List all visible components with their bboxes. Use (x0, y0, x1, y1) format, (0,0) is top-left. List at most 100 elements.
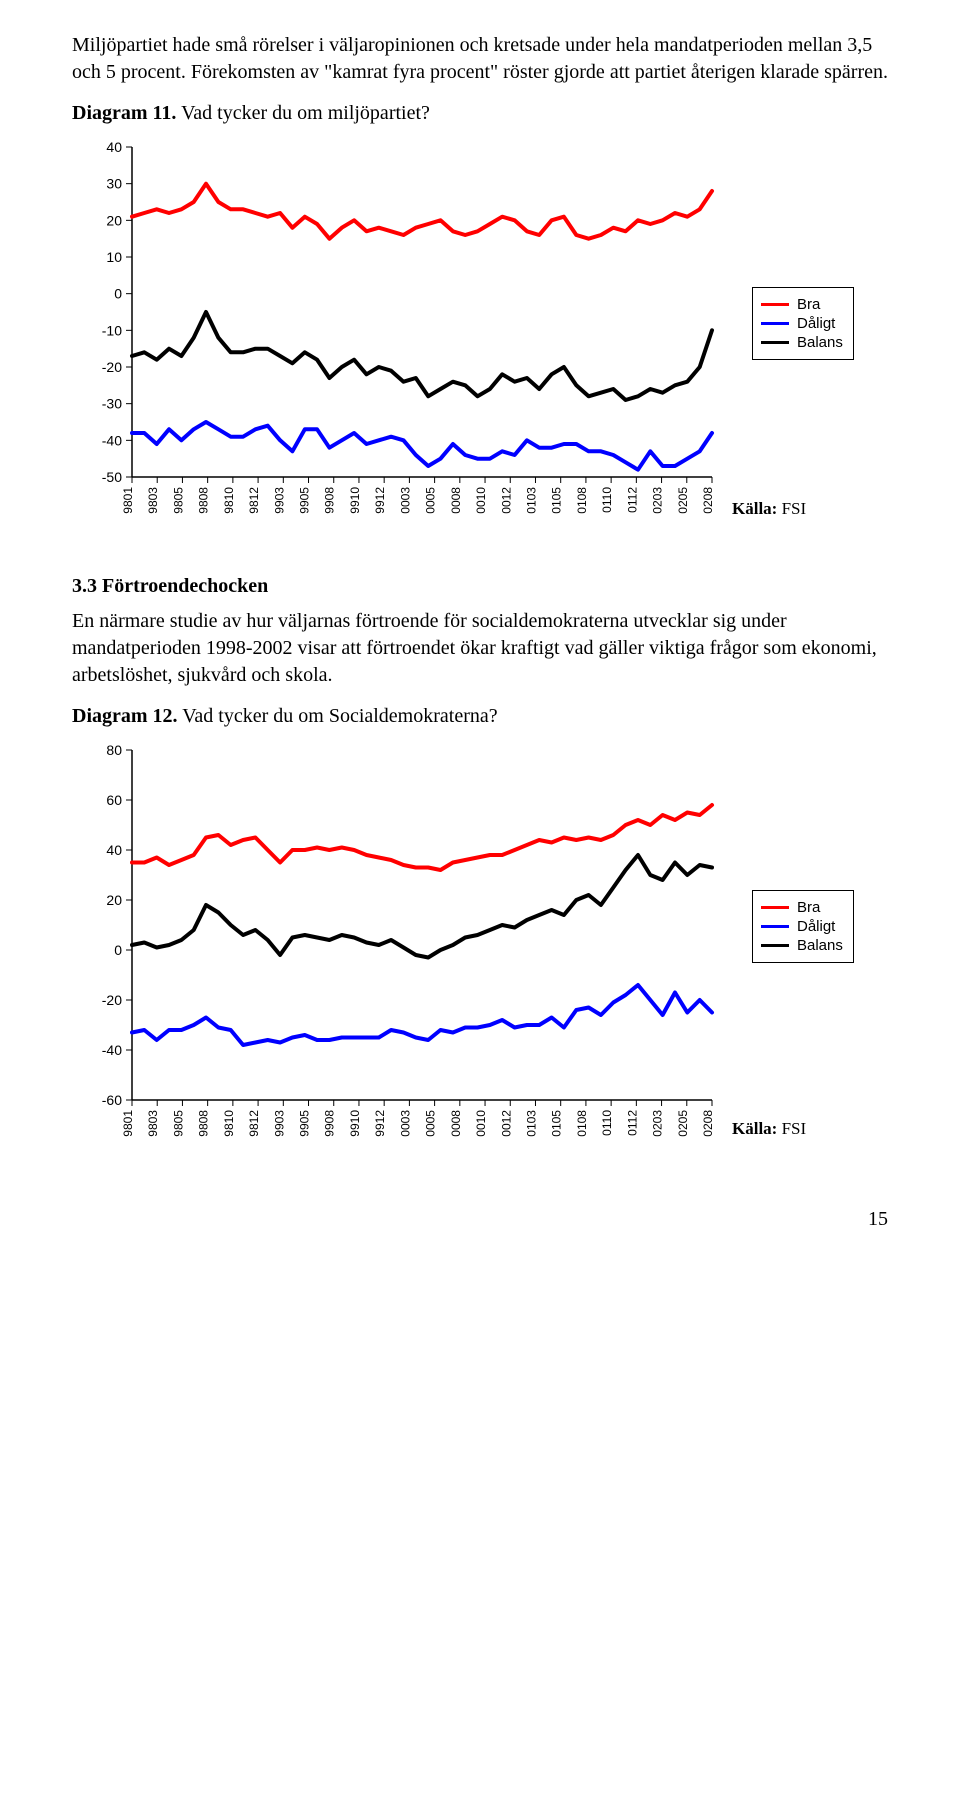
svg-text:0103: 0103 (524, 1110, 538, 1137)
diagram11-question: Vad tycker du om miljöpartiet? (181, 102, 430, 124)
svg-text:9905: 9905 (298, 487, 312, 514)
legend-swatch (761, 341, 789, 344)
svg-text:20: 20 (106, 212, 122, 228)
svg-text:-40: -40 (102, 1042, 122, 1058)
legend-item-daligt: Dåligt (761, 918, 843, 935)
svg-text:0103: 0103 (524, 487, 538, 514)
legend-item-balans: Balans (761, 937, 843, 954)
svg-text:9803: 9803 (146, 1110, 160, 1137)
diagram11-source: Källa: FSI (732, 499, 806, 519)
legend-label: Balans (797, 937, 843, 954)
svg-text:0108: 0108 (575, 1110, 589, 1137)
svg-text:0105: 0105 (550, 1110, 564, 1137)
svg-text:9810: 9810 (222, 487, 236, 514)
svg-text:-50: -50 (102, 469, 122, 485)
legend-item-bra: Bra (761, 296, 843, 313)
diagram12-source: Källa: FSI (732, 1119, 806, 1139)
svg-text:0008: 0008 (449, 1110, 463, 1137)
svg-text:9903: 9903 (272, 1110, 286, 1137)
diagram11-label: Diagram 11. (72, 102, 176, 124)
legend-item-daligt: Dåligt (761, 315, 843, 332)
svg-text:0003: 0003 (398, 487, 412, 514)
svg-text:0208: 0208 (701, 487, 715, 514)
svg-text:9808: 9808 (197, 1110, 211, 1137)
svg-text:-20: -20 (102, 359, 122, 375)
svg-text:0003: 0003 (398, 1110, 412, 1137)
svg-text:9912: 9912 (373, 1110, 387, 1137)
svg-text:9812: 9812 (247, 487, 261, 514)
svg-text:0005: 0005 (424, 1110, 438, 1137)
intro-paragraph: Miljöpartiet hade små rörelser i väljaro… (72, 32, 888, 86)
source-label: Källa: (732, 499, 782, 518)
legend-item-bra: Bra (761, 899, 843, 916)
svg-text:60: 60 (106, 792, 122, 808)
svg-text:0: 0 (114, 942, 122, 958)
diagram12-question: Vad tycker du om Socialdemokraterna? (182, 705, 497, 727)
svg-text:9905: 9905 (298, 1110, 312, 1137)
svg-text:9908: 9908 (323, 487, 337, 514)
diagram11-title: Diagram 11. Vad tycker du om miljöpartie… (72, 102, 888, 125)
svg-text:9805: 9805 (171, 487, 185, 514)
svg-text:0108: 0108 (575, 487, 589, 514)
svg-text:0008: 0008 (449, 487, 463, 514)
legend-item-balans: Balans (761, 334, 843, 351)
svg-text:20: 20 (106, 892, 122, 908)
source-label: Källa: (732, 1119, 782, 1138)
svg-text:10: 10 (106, 249, 122, 265)
svg-text:9912: 9912 (373, 487, 387, 514)
svg-text:0112: 0112 (625, 487, 639, 513)
svg-text:0105: 0105 (550, 487, 564, 514)
page-number: 15 (72, 1208, 888, 1231)
legend-swatch (761, 925, 789, 928)
svg-text:9908: 9908 (323, 1110, 337, 1137)
svg-text:-30: -30 (102, 396, 122, 412)
svg-text:-20: -20 (102, 992, 122, 1008)
svg-text:0010: 0010 (474, 487, 488, 514)
source-value: FSI (782, 1119, 807, 1138)
svg-text:0110: 0110 (600, 487, 614, 513)
svg-text:40: 40 (106, 139, 122, 155)
svg-text:9903: 9903 (272, 487, 286, 514)
svg-text:0005: 0005 (424, 487, 438, 514)
svg-text:9801: 9801 (121, 1110, 135, 1137)
svg-text:0205: 0205 (676, 1110, 690, 1137)
diagram11-legend: Bra Dåligt Balans (752, 287, 854, 360)
svg-text:40: 40 (106, 842, 122, 858)
svg-text:9910: 9910 (348, 1110, 362, 1137)
svg-text:0205: 0205 (676, 487, 690, 514)
svg-text:0012: 0012 (499, 1110, 513, 1137)
svg-text:0203: 0203 (651, 487, 665, 514)
svg-text:9801: 9801 (121, 487, 135, 514)
svg-text:0203: 0203 (651, 1110, 665, 1137)
source-value: FSI (782, 499, 807, 518)
legend-label: Bra (797, 899, 820, 916)
svg-text:0012: 0012 (499, 487, 513, 514)
legend-label: Dåligt (797, 315, 835, 332)
section-33-heading: 3.3 Förtroendechocken (72, 575, 888, 598)
section-33-body: En närmare studie av hur väljarnas förtr… (72, 608, 888, 689)
svg-text:0110: 0110 (600, 1110, 614, 1136)
svg-text:9910: 9910 (348, 487, 362, 514)
svg-text:-10: -10 (102, 322, 122, 338)
legend-swatch (761, 906, 789, 909)
diagram12-label: Diagram 12. (72, 705, 178, 727)
diagram12-chart: -60-40-200204060809801980398059808981098… (72, 740, 888, 1180)
svg-text:9803: 9803 (146, 487, 160, 514)
svg-text:0208: 0208 (701, 1110, 715, 1137)
legend-label: Bra (797, 296, 820, 313)
legend-swatch (761, 303, 789, 306)
legend-label: Dåligt (797, 918, 835, 935)
svg-text:0: 0 (114, 286, 122, 302)
svg-text:9808: 9808 (197, 487, 211, 514)
diagram11-chart: -50 -40 -30 -20 -10 0 10 20 30 40 9801 9803 9805 9808… (72, 137, 888, 557)
svg-text:80: 80 (106, 742, 122, 758)
svg-text:0010: 0010 (474, 1110, 488, 1137)
svg-text:-40: -40 (102, 432, 122, 448)
legend-swatch (761, 944, 789, 947)
svg-text:9805: 9805 (171, 1110, 185, 1137)
svg-text:30: 30 (106, 176, 122, 192)
legend-label: Balans (797, 334, 843, 351)
svg-text:0112: 0112 (625, 1110, 639, 1136)
svg-text:9810: 9810 (222, 1110, 236, 1137)
diagram12-legend: Bra Dåligt Balans (752, 890, 854, 963)
